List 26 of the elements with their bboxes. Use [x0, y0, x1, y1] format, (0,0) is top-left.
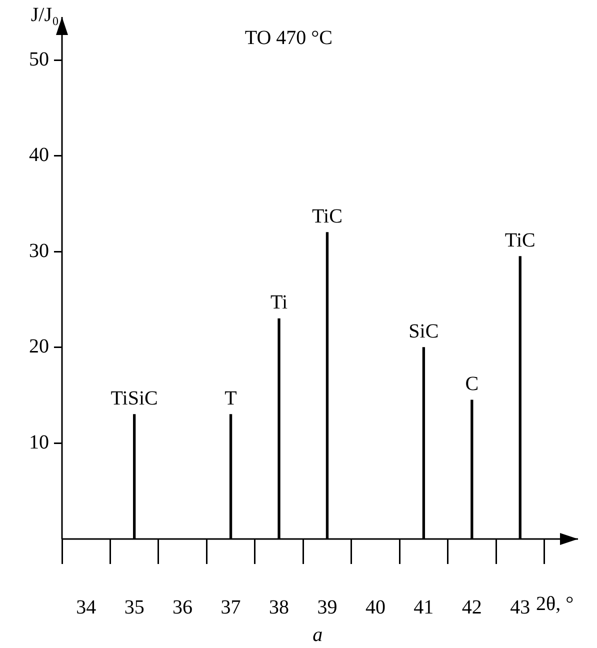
- annotation: TiC: [312, 206, 342, 228]
- x-tick-label: 38: [269, 596, 290, 618]
- x-tick-label: 40: [365, 596, 386, 618]
- annotation: T: [224, 387, 237, 410]
- y-tick-label: 30: [29, 240, 49, 262]
- x-tick-label: 37: [220, 596, 241, 618]
- y-axis-title: J/J₀: [30, 4, 60, 26]
- text: TO 470 °C: [244, 27, 332, 49]
- annotation: Ti: [270, 292, 288, 314]
- x-tick-label: 43: [510, 596, 530, 618]
- text: a: [312, 624, 323, 646]
- x-tick-label: 34: [76, 596, 96, 618]
- x-tick-label: 36: [172, 596, 193, 618]
- x-tick-label: 35: [124, 596, 144, 618]
- annotation: TiSiC: [110, 387, 158, 410]
- x-tick-label: 41: [414, 596, 434, 618]
- annotation: SiC: [408, 320, 439, 342]
- y-tick-label: 50: [29, 48, 49, 70]
- annotation: TiC: [504, 229, 536, 252]
- annotation: C: [465, 373, 479, 396]
- y-tick-label: 20: [29, 336, 49, 358]
- x-tick-label: 39: [317, 596, 338, 618]
- x-tick-label: 42: [462, 596, 482, 618]
- x-axis-title: 2θ, °: [536, 593, 574, 615]
- y-tick-label: 40: [29, 144, 49, 166]
- y-tick-label: 10: [29, 431, 49, 454]
